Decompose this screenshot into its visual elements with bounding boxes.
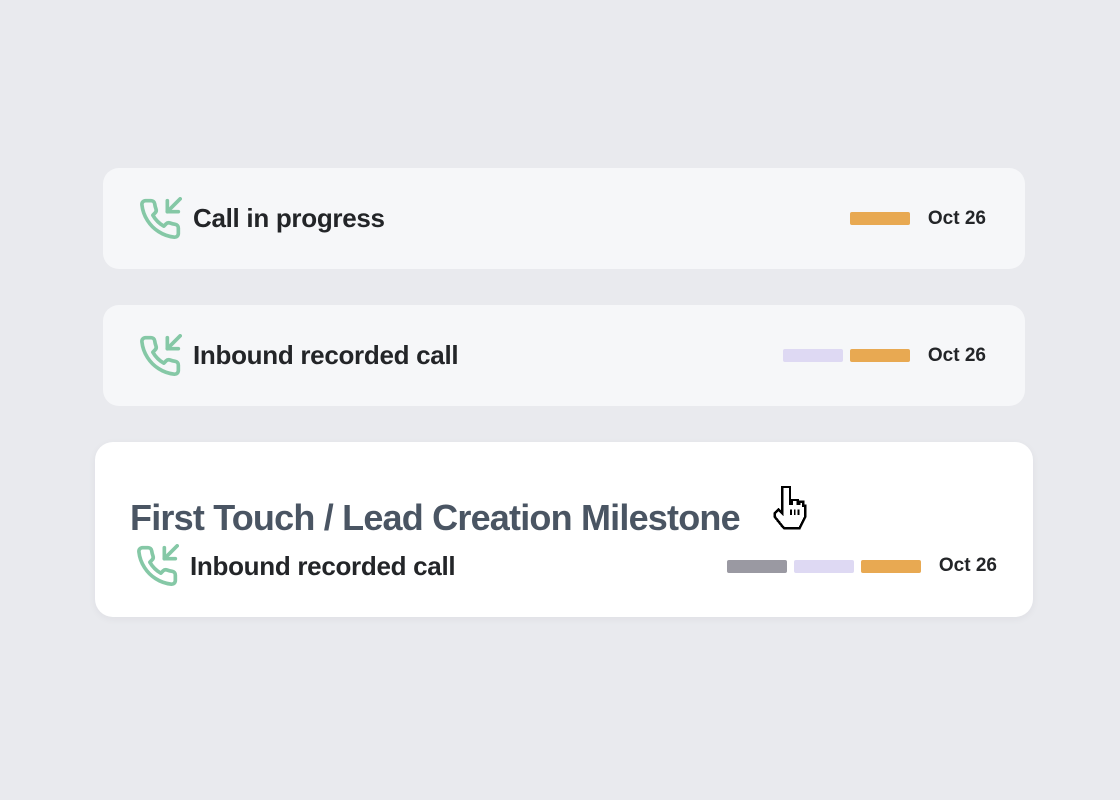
event-card-inbound-recorded-call[interactable]: Inbound recorded call Oct 26 [103,305,1025,406]
event-label: Call in progress [193,203,385,233]
event-row: Inbound recorded call Oct 26 [103,305,1025,406]
timeline-bar-orange [849,349,910,362]
timeline-bar-orange [860,559,921,573]
event-meta: Oct 26 [782,344,986,367]
timeline-bar-lavender [793,559,854,573]
milestone-card[interactable]: First Touch / Lead Creation Milestone In… [95,442,1033,617]
timeline-bar-lavender [782,349,843,362]
timeline-bar-orange [849,212,910,225]
phone-incoming-icon [138,196,182,241]
event-card-call-in-progress[interactable]: Call in progress Oct 26 [103,168,1025,269]
event-label: Inbound recorded call [193,340,459,370]
event-date: Oct 26 [938,555,997,576]
phone-incoming-icon [138,333,182,378]
timeline-bar-gray [726,559,787,573]
milestone-title[interactable]: First Touch / Lead Creation Milestone [130,497,741,538]
event-date: Oct 26 [927,344,986,366]
event-date: Oct 26 [927,207,986,229]
event-meta: Oct 26 [849,207,986,230]
hand-pointer-cursor [773,485,807,531]
event-row: Inbound recorded call Oct 26 [95,542,1033,590]
event-meta: Oct 26 [726,555,997,577]
phone-incoming-icon [135,544,179,588]
event-row: Call in progress Oct 26 [103,168,1025,269]
event-label: Inbound recorded call [190,550,456,581]
